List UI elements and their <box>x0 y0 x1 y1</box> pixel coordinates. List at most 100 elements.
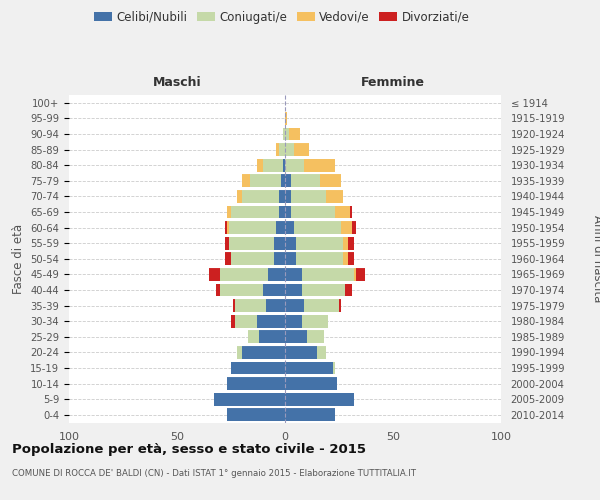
Bar <box>231 206 278 218</box>
Bar <box>216 284 220 296</box>
Bar <box>339 299 341 312</box>
Bar <box>285 174 292 187</box>
Bar <box>285 268 302 280</box>
Bar <box>283 128 285 140</box>
Bar <box>341 221 352 234</box>
Bar <box>285 392 354 406</box>
Bar <box>289 128 300 140</box>
Bar <box>231 314 235 328</box>
Bar <box>263 159 283 172</box>
Bar <box>242 174 250 187</box>
Bar <box>285 128 289 140</box>
Bar <box>220 284 263 296</box>
Bar <box>285 299 304 312</box>
Bar <box>227 377 285 390</box>
Bar <box>302 284 346 296</box>
Bar <box>278 206 285 218</box>
Bar <box>278 143 285 156</box>
Bar <box>296 252 343 265</box>
Bar <box>238 190 242 203</box>
Bar <box>292 190 326 203</box>
Bar <box>317 346 326 358</box>
Bar <box>304 159 335 172</box>
Bar <box>248 330 259 343</box>
Bar <box>263 284 285 296</box>
Text: Anni di nascita: Anni di nascita <box>590 215 600 302</box>
Bar <box>326 190 343 203</box>
Bar <box>268 268 285 280</box>
Bar <box>250 174 281 187</box>
Bar <box>285 314 302 328</box>
Bar <box>356 268 365 280</box>
Bar <box>274 252 285 265</box>
Bar <box>285 190 292 203</box>
Bar <box>209 268 220 280</box>
Bar <box>224 252 231 265</box>
Bar <box>229 221 277 234</box>
Bar <box>242 346 285 358</box>
Bar <box>296 237 343 250</box>
Bar <box>320 174 341 187</box>
Bar <box>227 206 231 218</box>
Bar <box>347 237 354 250</box>
Bar <box>285 206 292 218</box>
Bar <box>285 330 307 343</box>
Bar <box>283 159 285 172</box>
Bar <box>302 314 328 328</box>
Bar <box>292 174 320 187</box>
Bar <box>278 190 285 203</box>
Bar <box>347 252 354 265</box>
Bar <box>285 346 317 358</box>
Bar <box>285 112 287 125</box>
Bar <box>214 392 285 406</box>
Bar <box>224 237 229 250</box>
Bar <box>335 206 350 218</box>
Bar <box>352 221 356 234</box>
Bar <box>304 299 339 312</box>
Text: COMUNE DI ROCCA DE' BALDI (CN) - Dati ISTAT 1° gennaio 2015 - Elaborazione TUTTI: COMUNE DI ROCCA DE' BALDI (CN) - Dati IS… <box>12 468 416 477</box>
Bar <box>229 237 274 250</box>
Text: Maschi: Maschi <box>152 76 202 89</box>
Bar <box>332 362 335 374</box>
Y-axis label: Fasce di età: Fasce di età <box>11 224 25 294</box>
Bar <box>227 408 285 421</box>
Bar <box>285 408 335 421</box>
Bar <box>285 362 332 374</box>
Bar <box>307 330 324 343</box>
Bar <box>285 221 293 234</box>
Bar <box>277 143 278 156</box>
Bar <box>302 268 354 280</box>
Bar <box>242 190 278 203</box>
Bar <box>350 206 352 218</box>
Legend: Celibi/Nubili, Coniugati/e, Vedovi/e, Divorziati/e: Celibi/Nubili, Coniugati/e, Vedovi/e, Di… <box>89 6 475 28</box>
Bar <box>235 314 257 328</box>
Bar <box>293 221 341 234</box>
Bar <box>257 159 263 172</box>
Bar <box>274 237 285 250</box>
Bar <box>285 143 293 156</box>
Bar <box>259 330 285 343</box>
Bar <box>285 377 337 390</box>
Bar <box>343 237 347 250</box>
Bar <box>238 346 242 358</box>
Bar <box>343 252 347 265</box>
Bar <box>266 299 285 312</box>
Bar <box>292 206 335 218</box>
Bar <box>235 299 266 312</box>
Bar <box>285 284 302 296</box>
Bar <box>277 221 285 234</box>
Text: Popolazione per età, sesso e stato civile - 2015: Popolazione per età, sesso e stato civil… <box>12 442 366 456</box>
Bar <box>227 221 229 234</box>
Text: Femmine: Femmine <box>361 76 425 89</box>
Bar <box>281 174 285 187</box>
Bar <box>231 362 285 374</box>
Bar <box>293 143 309 156</box>
Bar <box>285 252 296 265</box>
Bar <box>220 268 268 280</box>
Bar <box>285 159 304 172</box>
Bar <box>285 237 296 250</box>
Bar <box>233 299 235 312</box>
Bar <box>231 252 274 265</box>
Bar <box>257 314 285 328</box>
Bar <box>354 268 356 280</box>
